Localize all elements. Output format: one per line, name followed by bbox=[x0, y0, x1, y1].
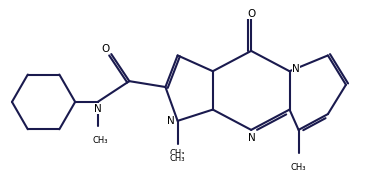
Text: CH₃: CH₃ bbox=[92, 136, 108, 145]
Text: N: N bbox=[248, 133, 256, 143]
Text: N: N bbox=[292, 64, 300, 74]
Text: CH₃: CH₃ bbox=[291, 163, 306, 171]
Text: CH₃: CH₃ bbox=[170, 154, 185, 163]
Text: N: N bbox=[94, 104, 102, 114]
Text: O: O bbox=[247, 9, 255, 19]
Text: N: N bbox=[167, 116, 175, 126]
Text: CH₃: CH₃ bbox=[170, 149, 185, 158]
Text: O: O bbox=[102, 44, 110, 54]
